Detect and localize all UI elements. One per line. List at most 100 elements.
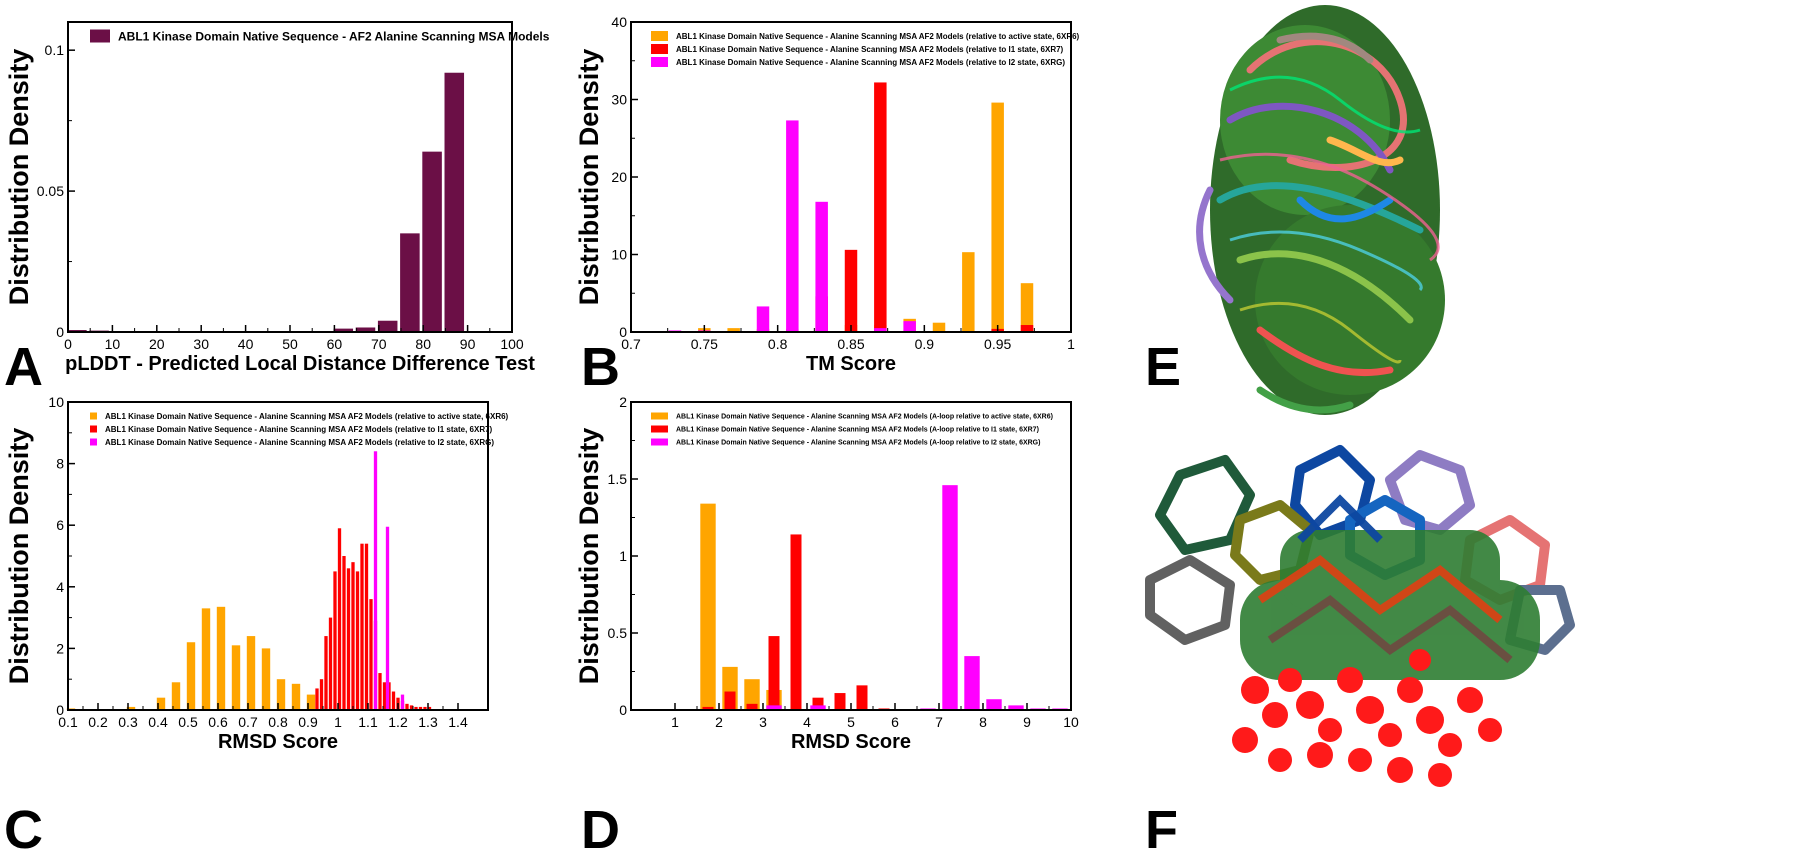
bar-b-s2-4 [815,201,828,332]
legend-label: ABL1 Kinase Domain Native Sequence - Ala… [676,414,1053,421]
panel-letter-d: D [581,800,620,856]
bar-c-s1-0 [315,688,319,710]
panel-letter-e: E [1145,337,1181,397]
bar-c-s1-4 [333,571,337,710]
bar-c-s0-3 [171,682,181,710]
y-tick-label: 1 [619,548,627,564]
bar-d-s2-4 [964,656,980,710]
bar-a-s0-6 [400,233,420,332]
x-tick-label: 0.6 [208,714,228,730]
bar-c-s1-20 [405,703,409,710]
x-tick-label: 9 [1023,714,1031,730]
bar-c-s1-14 [378,673,382,710]
bar-b-s0-9 [932,322,946,332]
x-tick-label: 20 [149,336,165,352]
x-tick-label: 50 [282,336,298,352]
legend-label: ABL1 Kinase Domain Native Sequence - Ala… [676,32,1080,41]
bar-a-s0-3 [333,328,354,332]
bar-d-s1-7 [856,685,868,710]
x-tick-label: 70 [371,336,387,352]
bar-b-s2-3 [786,120,799,333]
bar-c-s1-21 [409,705,414,710]
bar-a-s0-5 [377,320,398,332]
x-tick-label: 0.2 [88,714,108,730]
x-tick-label: 3 [759,714,767,730]
x-tick-label: 0.7 [621,336,641,352]
legend-label: ABL1 Kinase Domain Native Sequence - Ala… [676,427,1039,434]
legend-label: ABL1 Kinase Domain Native Sequence - Ala… [676,45,1064,54]
y-tick-label: 2 [56,640,64,656]
bar-c-s0-8 [246,636,256,710]
legend-label: ABL1 Kinase Domain Native Sequence - Ala… [676,58,1065,67]
bar-b-s1-2 [874,82,887,332]
bar-d-s1-2 [746,703,758,710]
bar-c-s1-24 [423,706,427,710]
y-tick-label: 40 [611,14,627,30]
legend-label: ABL1 Kinase Domain Native Sequence - AF2… [118,29,550,43]
bar-b-s0-11 [991,102,1004,332]
panel-letter-b: B [581,337,620,397]
y-tick-label: 30 [611,92,627,108]
bar-d-s0-2 [744,679,760,710]
legend-label: ABL1 Kinase Domain Native Sequence - Ala… [105,412,509,421]
panel-letter-c: C [4,800,43,856]
y-tick-label: 2 [619,394,627,410]
x-tick-label: 0.1 [58,714,78,730]
x-tick-label: 6 [891,714,899,730]
chart-aloop-rmsd-distribution: 1 2 3 4 5 6 7 8 9 10 0 0.5 1 1.5 2 RMSD Score Distributi… [574,394,1079,753]
bar-a-s0-7 [422,151,442,332]
bar-d-s1-0 [702,706,714,710]
y-tick-label: 6 [56,517,64,533]
bar-c-s2-2 [400,694,405,710]
y-tick-label: 20 [611,169,627,185]
y-tick-label: 10 [48,394,64,410]
legend-swatch [651,31,668,41]
x-axis-label: RMSD Score [218,731,338,753]
bar-b-s2-5 [874,328,887,333]
x-tick-label: 5 [847,714,855,730]
x-tick-label: 7 [935,714,943,730]
bar-d-s2-0 [766,705,782,710]
bar-d-s0-0 [700,503,716,710]
bar-c-s1-22 [414,706,418,710]
x-tick-label: 1.3 [418,714,438,730]
panel-letter-a: A [4,337,43,397]
bar-c-s2-0 [373,451,378,710]
x-tick-label: 80 [415,336,431,352]
x-tick-label: 8 [979,714,987,730]
y-tick-label: 0 [56,702,64,718]
bar-c-s0-9 [261,648,271,710]
x-tick-label: 60 [327,336,343,352]
bar-c-s1-8 [351,562,355,710]
x-tick-label: 100 [500,336,524,352]
bar-d-s2-6 [1008,705,1024,710]
plot-frame-c [67,401,489,711]
legend-label: ABL1 Kinase Domain Native Sequence - Ala… [105,425,493,434]
legend-label: ABL1 Kinase Domain Native Sequence - Ala… [105,438,494,447]
legend-label: ABL1 Kinase Domain Native Sequence - Ala… [676,440,1040,447]
bar-d-s1-5 [812,697,824,710]
bar-b-s1-4 [1020,325,1034,332]
legend-swatch [90,438,97,446]
bar-c-s0-12 [306,694,316,710]
legend-swatch [651,57,668,67]
bar-d-s2-5 [986,699,1002,710]
y-tick-label: 4 [56,579,64,595]
y-tick-label: 0 [619,702,627,718]
bar-c-s1-17 [391,691,396,710]
bar-b-s2-6 [903,321,916,332]
bar-d-s2-1 [810,705,826,710]
bar-c-s0-2 [156,697,166,710]
legend-swatch [651,425,668,433]
x-tick-label: 0.7 [238,714,258,730]
panel-letter-f: F [1145,800,1178,856]
chart-pLDDT-distribution: 0 10 20 30 40 50 60 70 80 90 100 0 0.05 0.1 pLDDT - Pr… [4,21,550,375]
x-tick-label: 0.8 [768,336,788,352]
bar-d-s1-4 [790,534,802,710]
bar-d-s2-3 [942,485,958,710]
bar-a-s0-4 [355,327,376,332]
y-tick-label: 0 [56,324,64,340]
x-tick-label: 1.2 [388,714,408,730]
